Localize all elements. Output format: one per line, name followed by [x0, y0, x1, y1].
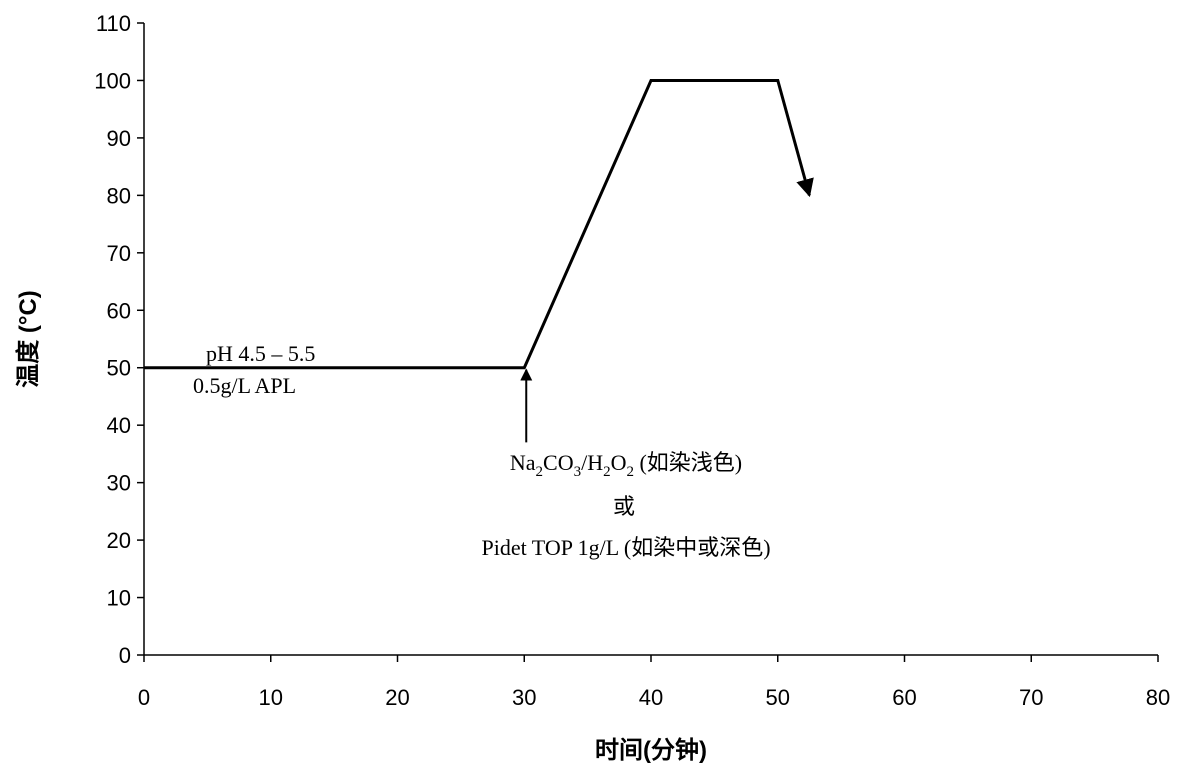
y-tick-label: 0: [119, 643, 131, 668]
addition-text-line3: Pidet TOP 1g/L (如染中或深色): [481, 535, 770, 560]
x-tick-label: 0: [138, 685, 150, 710]
addition-text-line1: Na2CO3/H2O2 (如染浅色): [510, 450, 742, 480]
o-text: O: [611, 450, 627, 475]
x-tick-label: 80: [1146, 685, 1170, 710]
y-tick-label: 20: [107, 528, 131, 553]
y-tick-label: 70: [107, 241, 131, 266]
x-tick-label: 70: [1019, 685, 1043, 710]
y-tick-label: 100: [94, 68, 131, 93]
h-text: /H: [581, 450, 603, 475]
x-tick-label: 10: [259, 685, 283, 710]
y-tick-label: 90: [107, 126, 131, 151]
y-axis-title: 温度 (°C): [14, 290, 42, 388]
o-subscript: 2: [626, 464, 634, 480]
y-ticks: 0 10 20 30 40 50 60 70 80 90 100 110: [94, 11, 144, 668]
x-tick-label: 60: [892, 685, 916, 710]
y-tick-label: 80: [107, 183, 131, 208]
co-text: CO: [543, 450, 574, 475]
na-text: Na: [510, 450, 536, 475]
x-tick-label: 40: [639, 685, 663, 710]
condition-ph-label: pH 4.5 – 5.5: [206, 341, 315, 366]
y-tick-label: 110: [96, 11, 131, 36]
y-tick-label: 40: [107, 413, 131, 438]
light-color-note: (如染浅色): [634, 450, 742, 475]
x-tick-label: 20: [385, 685, 409, 710]
co-subscript: 3: [574, 464, 582, 480]
condition-apl-label: 0.5g/L APL: [193, 373, 296, 398]
addition-text-or: 或: [613, 494, 635, 519]
y-tick-label: 50: [107, 356, 131, 381]
y-tick-label: 10: [107, 586, 131, 611]
x-axis-title: 时间(分钟): [595, 737, 707, 764]
x-tick-label: 30: [512, 685, 536, 710]
series-line: [144, 79, 814, 370]
x-ticks: 0 10 20 30 40 50 60 70 80: [138, 655, 1170, 710]
h-subscript: 2: [603, 464, 611, 480]
y-tick-label: 30: [107, 471, 131, 496]
na-subscript: 2: [536, 464, 544, 480]
x-tick-label: 50: [766, 685, 790, 710]
y-tick-label: 60: [107, 298, 131, 323]
